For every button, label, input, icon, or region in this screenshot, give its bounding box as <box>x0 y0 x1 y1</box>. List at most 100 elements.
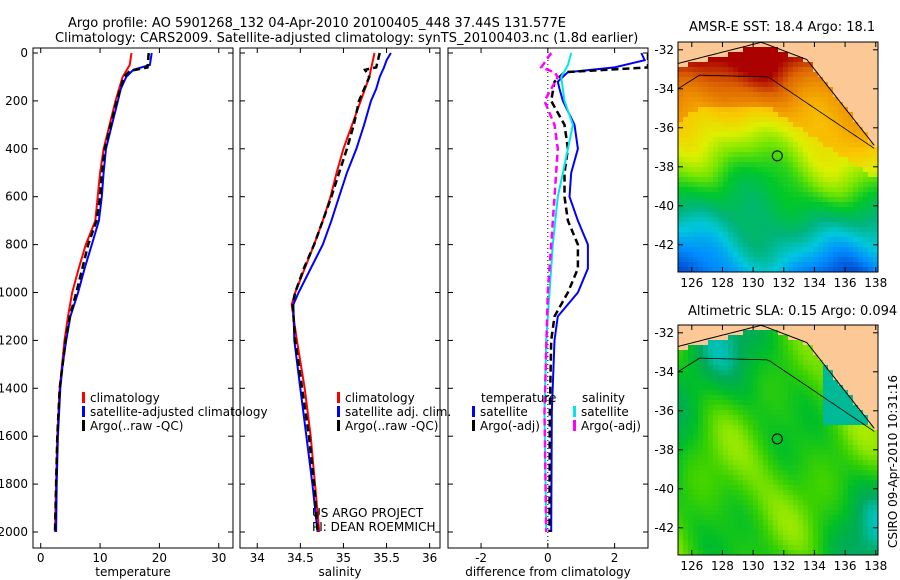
legend-swatch <box>573 406 576 417</box>
map-x-tick-label: 132 <box>772 276 795 290</box>
map-y-tick-label: -36 <box>654 121 674 135</box>
profile-axes-frame-1 <box>239 47 441 549</box>
y-tick-label: 2000 <box>0 525 28 539</box>
figure-title-line2: Climatology: CARS2009. Satellite-adjuste… <box>55 31 638 46</box>
legend-label: Argo(..raw -QC) <box>90 419 183 433</box>
y-tick-label: 200 <box>5 94 28 108</box>
x-tick-label: -2 <box>475 551 487 565</box>
credit-csiro: CSIRO 09-Apr-2010 10:31:16 <box>886 375 900 548</box>
y-tick-label: 800 <box>5 238 28 252</box>
y-tick-label: 600 <box>5 190 28 204</box>
map-x-tick-label: 134 <box>803 559 826 573</box>
series-line-salinity-argo-adj- <box>539 52 560 533</box>
map-frame-sst <box>677 41 879 273</box>
legend-label: satellite-adjusted climatology <box>90 405 268 419</box>
legend-label: satellite <box>581 405 629 419</box>
legend-label: Argo(-adj) <box>480 419 540 433</box>
legend-title-salinity: salinity <box>582 391 625 405</box>
legend-label: satellite adj. clim. <box>345 405 451 419</box>
x-tick-label: 0 <box>37 551 45 565</box>
x-tick-label: 30 <box>211 551 226 565</box>
x-tick-label: 34 <box>250 551 265 565</box>
legend-swatch <box>82 392 85 403</box>
x-tick-label: 35 <box>336 551 351 565</box>
x-tick-label: 0 <box>544 551 552 565</box>
map-y-tick-label: -32 <box>654 43 674 57</box>
map-y-tick-label: -40 <box>654 199 674 213</box>
y-tick-label: 1200 <box>0 333 28 347</box>
legend-label: Argo(-adj) <box>581 419 641 433</box>
x-tick-label: 35.5 <box>373 551 400 565</box>
profile-axes-frame-0 <box>32 47 234 549</box>
map-x-tick-label: 138 <box>864 276 887 290</box>
credit-project: US ARGO PROJECT <box>312 506 424 520</box>
map-frame-sla <box>677 324 879 556</box>
map-x-tick-label: 136 <box>834 559 857 573</box>
y-tick-label: 1800 <box>0 477 28 491</box>
map-y-tick-label: -36 <box>654 404 674 418</box>
x-axis-label: temperature <box>95 565 170 579</box>
series-line-temperature-argo-adj- <box>548 53 648 533</box>
map-x-tick-label: 128 <box>711 559 734 573</box>
y-tick-label: 1400 <box>0 381 28 395</box>
legend-label: satellite <box>480 405 528 419</box>
y-tick-label: 1600 <box>0 429 28 443</box>
x-axis-label: salinity <box>318 565 361 579</box>
series-line-satellite-adjusted-climatology <box>55 52 153 533</box>
sst-map-heatmap <box>678 42 878 272</box>
sla-map-title: Altimetric SLA: 0.15 Argo: 0.094 <box>688 304 897 319</box>
legend-swatch <box>337 406 340 417</box>
y-tick-label: 1000 <box>0 286 28 300</box>
map-y-tick-label: -42 <box>654 238 674 252</box>
map-x-tick-label: 138 <box>864 559 887 573</box>
series-line-satellite-adj-clim- <box>292 52 392 533</box>
legend-swatch <box>472 406 475 417</box>
credit-pi: PI: DEAN ROEMMICH <box>312 520 435 534</box>
y-tick-label: 400 <box>5 142 28 156</box>
legend-swatch <box>82 406 85 417</box>
map-x-tick-label: 134 <box>803 276 826 290</box>
legend-swatch <box>573 420 576 431</box>
map-y-tick-label: -34 <box>654 82 674 96</box>
coastline-sst <box>677 41 875 146</box>
argo-position-marker <box>771 433 783 445</box>
sla-map-heatmap <box>678 325 878 555</box>
argo-position-marker <box>771 150 783 162</box>
map-y-tick-label: -34 <box>654 365 674 379</box>
series-line-argo-raw-qc- <box>53 52 150 533</box>
map-y-tick-label: -32 <box>654 326 674 340</box>
map-x-tick-label: 130 <box>742 276 765 290</box>
series-line-argo-raw-qc- <box>291 52 381 533</box>
x-tick-label: 20 <box>152 551 167 565</box>
legend-swatch <box>337 420 340 431</box>
legend-title-temperature: temperature <box>481 391 556 405</box>
x-tick-label: 34.5 <box>287 551 314 565</box>
x-tick-label: 36 <box>422 551 437 565</box>
figure-title-line1: Argo profile: AO 5901268_132 04-Apr-2010… <box>68 16 566 31</box>
sst-map-title: AMSR-E SST: 18.4 Argo: 18.1 <box>689 20 875 35</box>
map-y-tick-label: -38 <box>654 443 674 457</box>
series-line-climatology <box>54 52 133 533</box>
x-axis-label: difference from climatology <box>465 565 631 579</box>
coastline-sla <box>677 324 875 429</box>
legend-swatch <box>472 420 475 431</box>
shelf-contour-sst <box>677 74 875 149</box>
map-y-tick-label: -38 <box>654 160 674 174</box>
legend-label: Argo(..raw -QC) <box>345 419 438 433</box>
shelf-contour-sla <box>677 357 875 432</box>
map-y-tick-label: -42 <box>654 521 674 535</box>
map-x-tick-label: 132 <box>772 559 795 573</box>
x-tick-label: 10 <box>92 551 107 565</box>
x-tick-label: 2 <box>611 551 619 565</box>
legend-label: climatology <box>90 391 160 405</box>
map-y-tick-label: -40 <box>654 482 674 496</box>
legend-swatch <box>82 420 85 431</box>
map-x-tick-label: 128 <box>711 276 734 290</box>
y-tick-label: 0 <box>20 46 28 60</box>
series-line-climatology <box>290 52 376 533</box>
map-x-tick-label: 136 <box>834 276 857 290</box>
series-line-salinity-satellite <box>543 52 574 533</box>
legend-swatch <box>337 392 340 403</box>
